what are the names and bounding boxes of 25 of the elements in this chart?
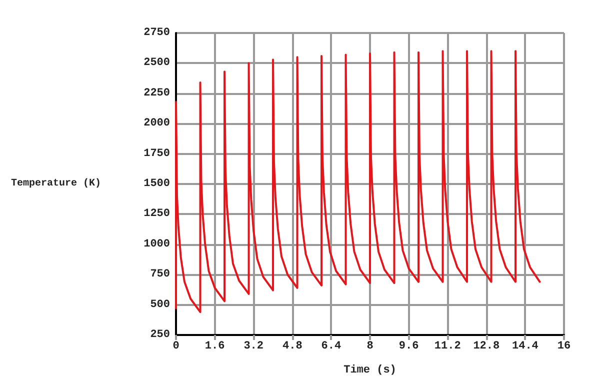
y-tick-label: 1500 (144, 178, 170, 190)
y-tick-label: 1250 (144, 208, 170, 220)
x-tick-label: 0 (172, 340, 180, 352)
y-tick-label: 250 (150, 329, 170, 341)
x-tick-label: 4.8 (282, 340, 303, 352)
x-tick-label: 1.6 (204, 340, 225, 352)
x-tick-label: 3.2 (244, 340, 264, 352)
y-tick-label: 750 (150, 268, 170, 281)
x-tick-label: 14.4 (512, 340, 539, 352)
x-axis-title: Time (s) (344, 364, 396, 376)
y-tick-label: 2250 (144, 87, 170, 100)
x-tick-label: 16 (557, 340, 571, 352)
x-tick-label: 8 (366, 340, 374, 352)
y-tick-label: 1000 (144, 238, 170, 250)
x-tick-label: 12.8 (473, 340, 500, 352)
y-tick-label: 2500 (144, 57, 170, 70)
y-tick-label: 1750 (144, 148, 170, 160)
x-tick-label: 9.6 (398, 340, 419, 352)
y-tick-label: 2750 (144, 27, 170, 39)
y-axis-title: Temperature (K) (11, 178, 102, 190)
y-tick-label: 500 (150, 298, 170, 311)
line-series (175, 50, 541, 314)
y-tick-label: 2000 (144, 118, 170, 130)
x-tick-label: 6.4 (321, 340, 342, 352)
x-tick-label: 11.2 (434, 340, 461, 352)
